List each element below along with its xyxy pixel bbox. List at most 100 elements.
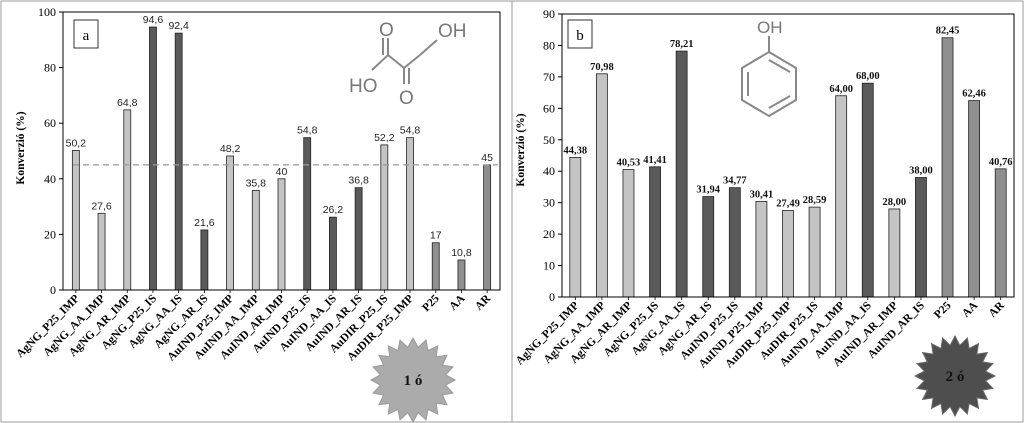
bar-AgNG_AR_IMP bbox=[622, 169, 635, 298]
bar-AuDIR_P25_IMP bbox=[782, 210, 794, 298]
bar-AuDIR_P25_IS bbox=[808, 206, 821, 298]
bar-AA bbox=[968, 100, 981, 298]
data-label: 30,41 bbox=[750, 189, 774, 200]
oxalic-label-o-bottom: O bbox=[399, 88, 414, 109]
data-label: 62,46 bbox=[962, 89, 986, 100]
bar-AgNG_AR_IS bbox=[200, 229, 209, 291]
data-label: 45 bbox=[481, 152, 493, 164]
panel-b-letter-box bbox=[567, 19, 593, 49]
data-label: 48,2 bbox=[220, 143, 241, 155]
data-label: 54,8 bbox=[297, 125, 318, 137]
badge-2o-starburst bbox=[913, 334, 997, 418]
bar-AgNG_P25_IMP bbox=[71, 150, 80, 291]
data-label: 41,41 bbox=[643, 155, 667, 166]
badge-1o-starburst bbox=[369, 336, 457, 423]
panel-a-yticks: 0 20 40 60 80 100 bbox=[38, 5, 63, 297]
data-label: 35,8 bbox=[246, 177, 267, 189]
y-tick-label: 10 bbox=[543, 259, 555, 273]
bar-AgNG_AA_IS bbox=[675, 50, 688, 298]
data-label: 44,38 bbox=[563, 145, 587, 156]
bar-AgNG_AA_IMP bbox=[595, 73, 608, 298]
bar-AR bbox=[483, 164, 492, 291]
bar-AuIND_AA_IS bbox=[861, 82, 874, 298]
oxalic-acid-structure bbox=[371, 38, 438, 84]
oxalic-label-ho: HO bbox=[349, 76, 378, 97]
panel-a-ylabel: Konverzió (%) bbox=[15, 111, 27, 184]
data-label: 40,76 bbox=[989, 157, 1013, 168]
panel-b-letter: b bbox=[576, 28, 584, 44]
bar-P25 bbox=[431, 242, 440, 291]
bar-AuDIR_P25_IS bbox=[380, 144, 389, 291]
data-label: 92,4 bbox=[168, 20, 189, 32]
data-label: 26,2 bbox=[323, 204, 344, 216]
data-label: 82,45 bbox=[936, 26, 960, 37]
oxalic-label-o-top: O bbox=[379, 20, 394, 41]
data-label: 36,8 bbox=[348, 175, 369, 187]
phenol-label-oh: OH bbox=[757, 18, 783, 37]
bar-AR bbox=[994, 168, 1007, 298]
data-label: 28,00 bbox=[883, 197, 907, 208]
bar-P25 bbox=[941, 37, 954, 298]
bar-AgNG_P25_IMP bbox=[569, 157, 582, 298]
oxalic-label-oh: OH bbox=[438, 21, 467, 42]
panel-b-yticks: 0 10 20 30 40 50 60 70 80 90 bbox=[543, 7, 562, 304]
data-label: 34,77 bbox=[723, 176, 747, 187]
y-tick-label: 60 bbox=[44, 116, 56, 130]
data-label: 21,6 bbox=[194, 217, 215, 229]
bar-AuIND_P25_IS bbox=[303, 137, 312, 291]
badge-2o-text: 2 ó bbox=[946, 369, 965, 385]
panel-b-data-labels: 44,38 70,98 40,53 41,41 78,21 31,9434,7730,41… bbox=[563, 26, 1012, 210]
bar-AgNG_AA_IMP bbox=[97, 212, 106, 291]
y-tick-label: 20 bbox=[543, 227, 555, 241]
panel-b-plot-frame bbox=[561, 13, 1015, 298]
y-tick-label: 20 bbox=[44, 227, 56, 241]
data-label: 40 bbox=[276, 166, 288, 178]
y-tick-label: 70 bbox=[543, 70, 555, 84]
bar-AuIND_AR_IMP bbox=[888, 208, 901, 298]
data-label: 27,6 bbox=[91, 200, 112, 212]
bar-AuIND_P25_IMP bbox=[226, 155, 234, 291]
data-label: 50,2 bbox=[66, 137, 87, 149]
bar-AuIND_P25_IMP bbox=[755, 200, 768, 298]
data-label: 31,94 bbox=[696, 185, 720, 196]
data-label: 27,49 bbox=[776, 199, 800, 210]
y-tick-label: 40 bbox=[543, 164, 555, 178]
data-label: 78,21 bbox=[670, 39, 694, 50]
data-label: 64,00 bbox=[829, 84, 853, 95]
y-tick-label: 0 bbox=[549, 290, 555, 304]
bar-AuIND_AR_IS bbox=[915, 177, 927, 298]
data-label: 68,00 bbox=[856, 71, 880, 82]
panel-a-plot-frame bbox=[62, 11, 501, 291]
y-tick-label: 60 bbox=[543, 101, 555, 115]
y-tick-label: 50 bbox=[543, 133, 555, 147]
y-tick-label: 100 bbox=[38, 5, 56, 19]
bar-AgNG_AR_IS bbox=[702, 196, 715, 298]
y-tick-label: 80 bbox=[543, 38, 555, 52]
bar-AuIND_AA_IS bbox=[329, 216, 337, 291]
phenol-structure bbox=[741, 36, 797, 118]
data-label: 52,2 bbox=[374, 132, 395, 144]
data-label: 38,00 bbox=[909, 166, 933, 177]
data-label: 94,6 bbox=[143, 14, 164, 26]
bar-AgNG_P25_IS bbox=[149, 26, 157, 291]
data-label: 28,59 bbox=[803, 195, 827, 206]
bar-AuIND_AA_IMP bbox=[251, 190, 260, 291]
bar-AuIND_AR_IS bbox=[354, 187, 363, 291]
bar-AgNG_AR_IMP bbox=[123, 109, 132, 291]
panel-b-ylabel: Konverzió (%) bbox=[515, 113, 527, 186]
bar-AA bbox=[457, 259, 466, 291]
panel-a-letter-box bbox=[73, 19, 99, 49]
bar-AuIND_AR_IMP bbox=[277, 178, 286, 291]
data-label: 10,8 bbox=[451, 247, 472, 259]
bar-AgNG_P25_IS bbox=[649, 166, 661, 298]
y-tick-label: 90 bbox=[543, 7, 555, 21]
data-label: 54,8 bbox=[400, 125, 421, 137]
panel-a-bars bbox=[71, 26, 492, 291]
bar-AgNG_AA_IS bbox=[174, 32, 183, 291]
bar-AuIND_P25_IS bbox=[728, 187, 741, 298]
panel-b-bars bbox=[569, 37, 1007, 298]
y-tick-label: 30 bbox=[543, 196, 555, 210]
y-tick-label: 40 bbox=[44, 172, 56, 186]
panel-a-data-labels: 50,2 27,6 64,8 94,6 92,4 21,6 48,2 35,8 40 54,8 26… bbox=[66, 14, 494, 259]
